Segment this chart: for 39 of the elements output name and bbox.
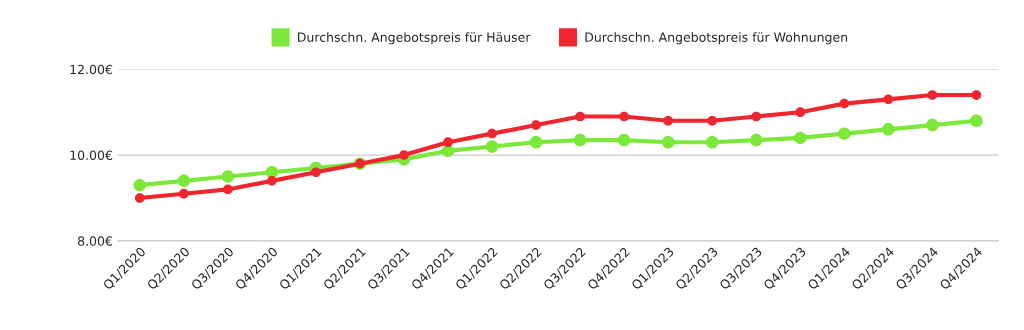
point [927,90,938,100]
point [619,111,629,122]
point [267,175,277,186]
point [971,90,982,100]
point [839,98,850,109]
legend-label: Durchschn. Angebotspreis für Wohnungen [585,32,848,45]
point [617,133,631,147]
point [749,133,763,147]
point [221,170,235,183]
point [882,123,895,136]
point [707,115,718,126]
point [705,135,719,149]
point [575,111,585,122]
point [485,140,499,153]
y-tick-label: 12.00€ [70,64,113,75]
point [838,127,851,140]
y-tick-label: 8.00€ [77,236,113,246]
point [970,114,983,128]
point [487,128,497,139]
point [663,115,674,126]
point [794,131,807,145]
point [133,178,147,192]
point [399,150,409,160]
point [443,137,453,148]
y-tick-label: 10.00€ [70,150,113,161]
point [531,120,541,130]
point [529,135,543,149]
point [134,193,145,203]
point [573,133,587,147]
point [883,94,894,105]
point [311,167,321,178]
point [795,107,806,118]
point [661,135,675,149]
point [177,174,191,188]
legend-label: Durchschn. Angebotspreis für Häuser [298,32,531,45]
point [178,188,189,199]
point [926,118,939,132]
point [222,184,233,195]
point [751,111,762,122]
